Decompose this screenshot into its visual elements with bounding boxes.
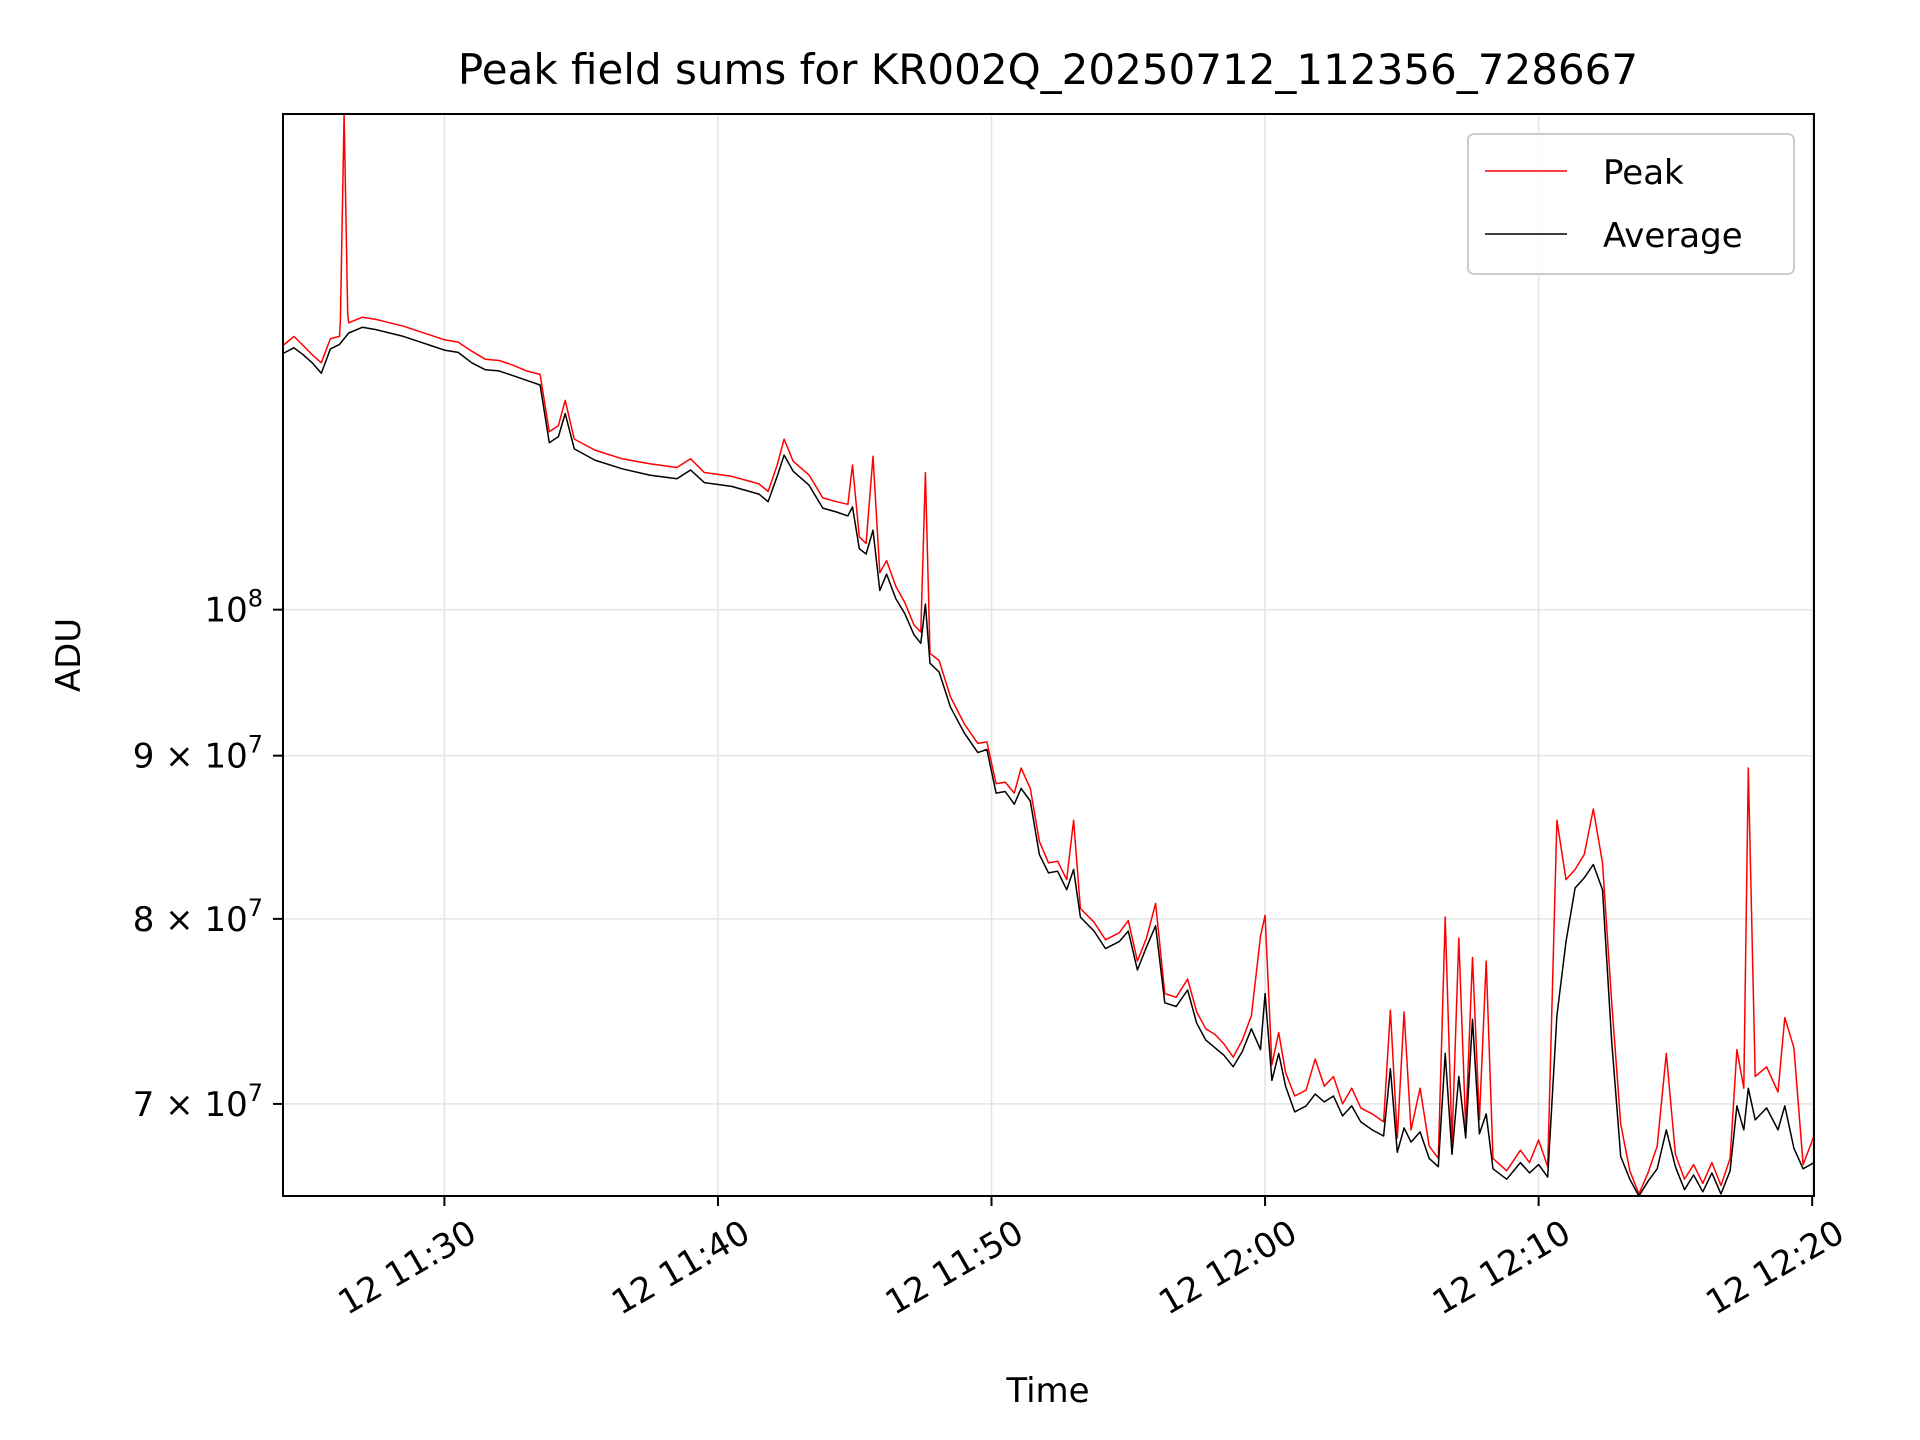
legend-label-peak: Peak	[1603, 153, 1684, 193]
y-axis-ticks: 108 9 × 107 8 × 107 7 × 107	[133, 585, 283, 1125]
y-tick-label: 108	[204, 585, 263, 631]
plot-series	[282, 113, 1815, 1197]
grid	[283, 114, 1814, 1196]
series-line-average	[282, 326, 1815, 1197]
legend-box	[1467, 133, 1795, 275]
y-tick-label: 7 × 107	[133, 1079, 263, 1125]
legend-label-average: Average	[1603, 216, 1743, 256]
chart-title: Peak field sums for KR002Q_20250712_1123…	[458, 45, 1638, 94]
y-tick-label: 9 × 107	[133, 731, 263, 777]
y-axis-label: ADU	[49, 618, 89, 692]
legend: Peak Average	[1467, 133, 1795, 275]
x-axis-label: Time	[1005, 1371, 1089, 1411]
y-tick-label: 8 × 107	[133, 894, 263, 940]
series-line-peak	[282, 113, 1815, 1195]
plot-frame	[282, 113, 1815, 1197]
